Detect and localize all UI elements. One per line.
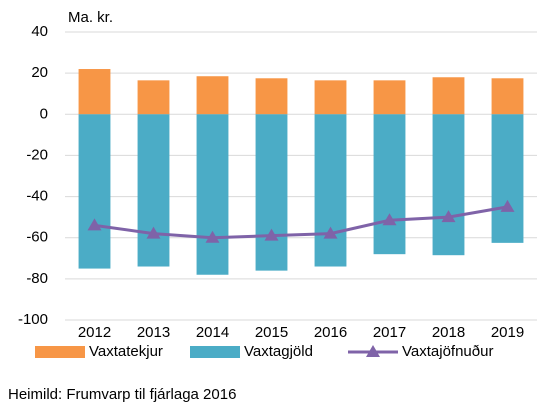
marker	[382, 213, 397, 226]
marker	[87, 218, 102, 231]
x-tick-label: 2017	[373, 324, 406, 341]
y-tick-label: -100	[18, 311, 48, 328]
x-tick-label: 2012	[78, 324, 111, 341]
y-tick-label: -80	[26, 270, 48, 287]
bar	[78, 69, 111, 115]
legend-label: Vaxtajöfnuður	[402, 343, 493, 360]
marker	[323, 226, 338, 239]
legend-marker	[366, 345, 380, 357]
legend-swatch	[35, 346, 85, 358]
legend-label: Vaxtagjöld	[244, 343, 313, 360]
x-tick-label: 2014	[196, 324, 229, 341]
marker	[441, 210, 456, 223]
bar	[196, 114, 229, 275]
x-tick-label: 2016	[314, 324, 347, 341]
bar	[137, 80, 170, 115]
y-tick-label: 0	[40, 105, 48, 122]
bar	[314, 80, 347, 115]
y-tick-label: 40	[31, 23, 48, 40]
source: Heimild: Frumvarp til fjárlaga 2016	[8, 386, 236, 403]
bar	[255, 114, 288, 271]
marker	[205, 230, 220, 243]
bar	[491, 78, 524, 115]
legend-label: Vaxtatekjur	[89, 343, 163, 360]
bar	[314, 114, 347, 267]
x-tick-label: 2019	[491, 324, 524, 341]
bar	[373, 80, 406, 115]
bar	[255, 78, 288, 115]
marker	[500, 199, 515, 212]
y-tick-label: -20	[26, 146, 48, 163]
marker	[146, 226, 161, 239]
marker	[264, 228, 279, 241]
bar	[78, 114, 111, 269]
bar	[373, 114, 406, 255]
y-tick-label: -40	[26, 188, 48, 205]
x-tick-label: 2013	[137, 324, 170, 341]
legend-swatch	[190, 346, 240, 358]
line	[94, 205, 508, 240]
bar	[137, 114, 170, 267]
bar	[196, 76, 229, 115]
y-tick-label: 20	[31, 64, 48, 81]
x-tick-label: 2018	[432, 324, 465, 341]
bar	[491, 114, 524, 243]
bar	[432, 114, 465, 256]
unit-label: Ma. kr.	[68, 9, 113, 26]
x-tick-label: 2015	[255, 324, 288, 341]
y-tick-label: -60	[26, 229, 48, 246]
bar	[432, 77, 465, 115]
